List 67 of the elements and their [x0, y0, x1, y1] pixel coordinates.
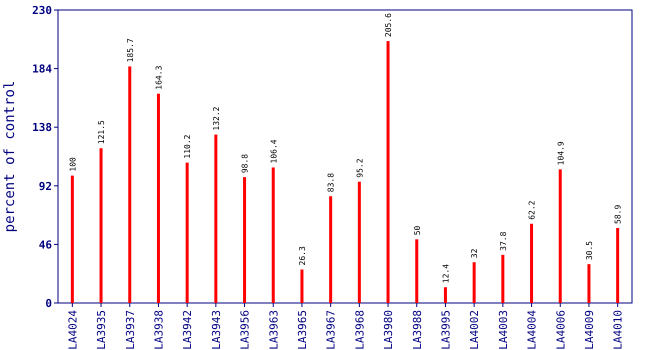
y-tick-label: 46 [38, 238, 52, 252]
bar [530, 224, 534, 303]
bar [329, 196, 332, 303]
x-tick-label: LA3963 [267, 310, 280, 350]
x-tick-label: LA3995 [439, 310, 452, 350]
data-label: 185.7 [126, 38, 135, 62]
data-label: 205.6 [384, 12, 394, 38]
data-label: 12.4 [441, 264, 450, 284]
x-tick-label: LA3956 [238, 310, 252, 350]
bar [501, 254, 504, 303]
bar [243, 177, 246, 303]
bar [156, 94, 160, 303]
data-label: 98.8 [240, 154, 250, 174]
x-tick-label: LA3938 [152, 310, 166, 350]
data-label: 104.9 [556, 141, 566, 166]
bar [300, 269, 304, 303]
bar [386, 41, 390, 303]
x-tick-label: LA3943 [210, 310, 223, 350]
data-label: 100 [68, 156, 78, 172]
y-axis-title: percent of control [2, 80, 18, 232]
data-label: 32 [470, 248, 480, 258]
x-tick-label: LA3980 [382, 310, 396, 350]
bar [272, 167, 275, 303]
y-tick-label: 92 [38, 180, 52, 193]
bar [558, 169, 562, 303]
x-tick-label: LA3942 [181, 310, 194, 350]
bar [616, 228, 620, 303]
data-label: 58.9 [614, 204, 623, 224]
data-label: 95.2 [355, 158, 364, 178]
data-label: 83.8 [326, 172, 336, 192]
data-label: 110.2 [183, 134, 192, 159]
data-label: 121.5 [97, 120, 106, 144]
bar [100, 148, 103, 303]
x-tick-label: LA3935 [95, 310, 108, 350]
x-tick-label: LA4024 [66, 310, 80, 350]
bar [587, 264, 590, 303]
x-tick-label: LA3968 [353, 310, 366, 350]
x-tick-label: LA4010 [612, 310, 625, 350]
bar [214, 134, 218, 303]
bar [444, 287, 447, 303]
bar [128, 66, 132, 303]
x-tick-label: LA3967 [324, 310, 338, 350]
bar [186, 162, 189, 303]
data-label: 50 [412, 225, 422, 236]
data-label: 30.5 [584, 240, 594, 260]
y-tick-label: 184 [32, 62, 52, 76]
y-tick-label: 0 [45, 297, 52, 310]
bar [358, 182, 361, 303]
x-tick-label: LA3965 [296, 310, 309, 350]
data-label: 37.8 [498, 231, 508, 251]
bar [415, 239, 418, 303]
bar [70, 176, 74, 303]
bar [472, 262, 476, 303]
x-tick-label: LA4002 [468, 310, 482, 350]
data-label: 106.4 [269, 139, 278, 164]
y-tick-label: 138 [32, 121, 52, 134]
x-tick-label: LA4004 [526, 310, 539, 350]
y-tick-label: 230 [32, 4, 52, 17]
x-tick-label: LA3937 [124, 310, 137, 350]
data-label: 62.2 [528, 200, 537, 220]
x-tick-label: LA3988 [410, 310, 424, 350]
data-label: 132.2 [212, 106, 221, 131]
data-label: 164.3 [154, 65, 164, 90]
x-tick-label: LA4003 [496, 310, 510, 350]
data-label: 26.3 [298, 246, 307, 266]
x-tick-label: LA4009 [582, 310, 596, 350]
x-tick-label: LA4006 [554, 310, 568, 350]
